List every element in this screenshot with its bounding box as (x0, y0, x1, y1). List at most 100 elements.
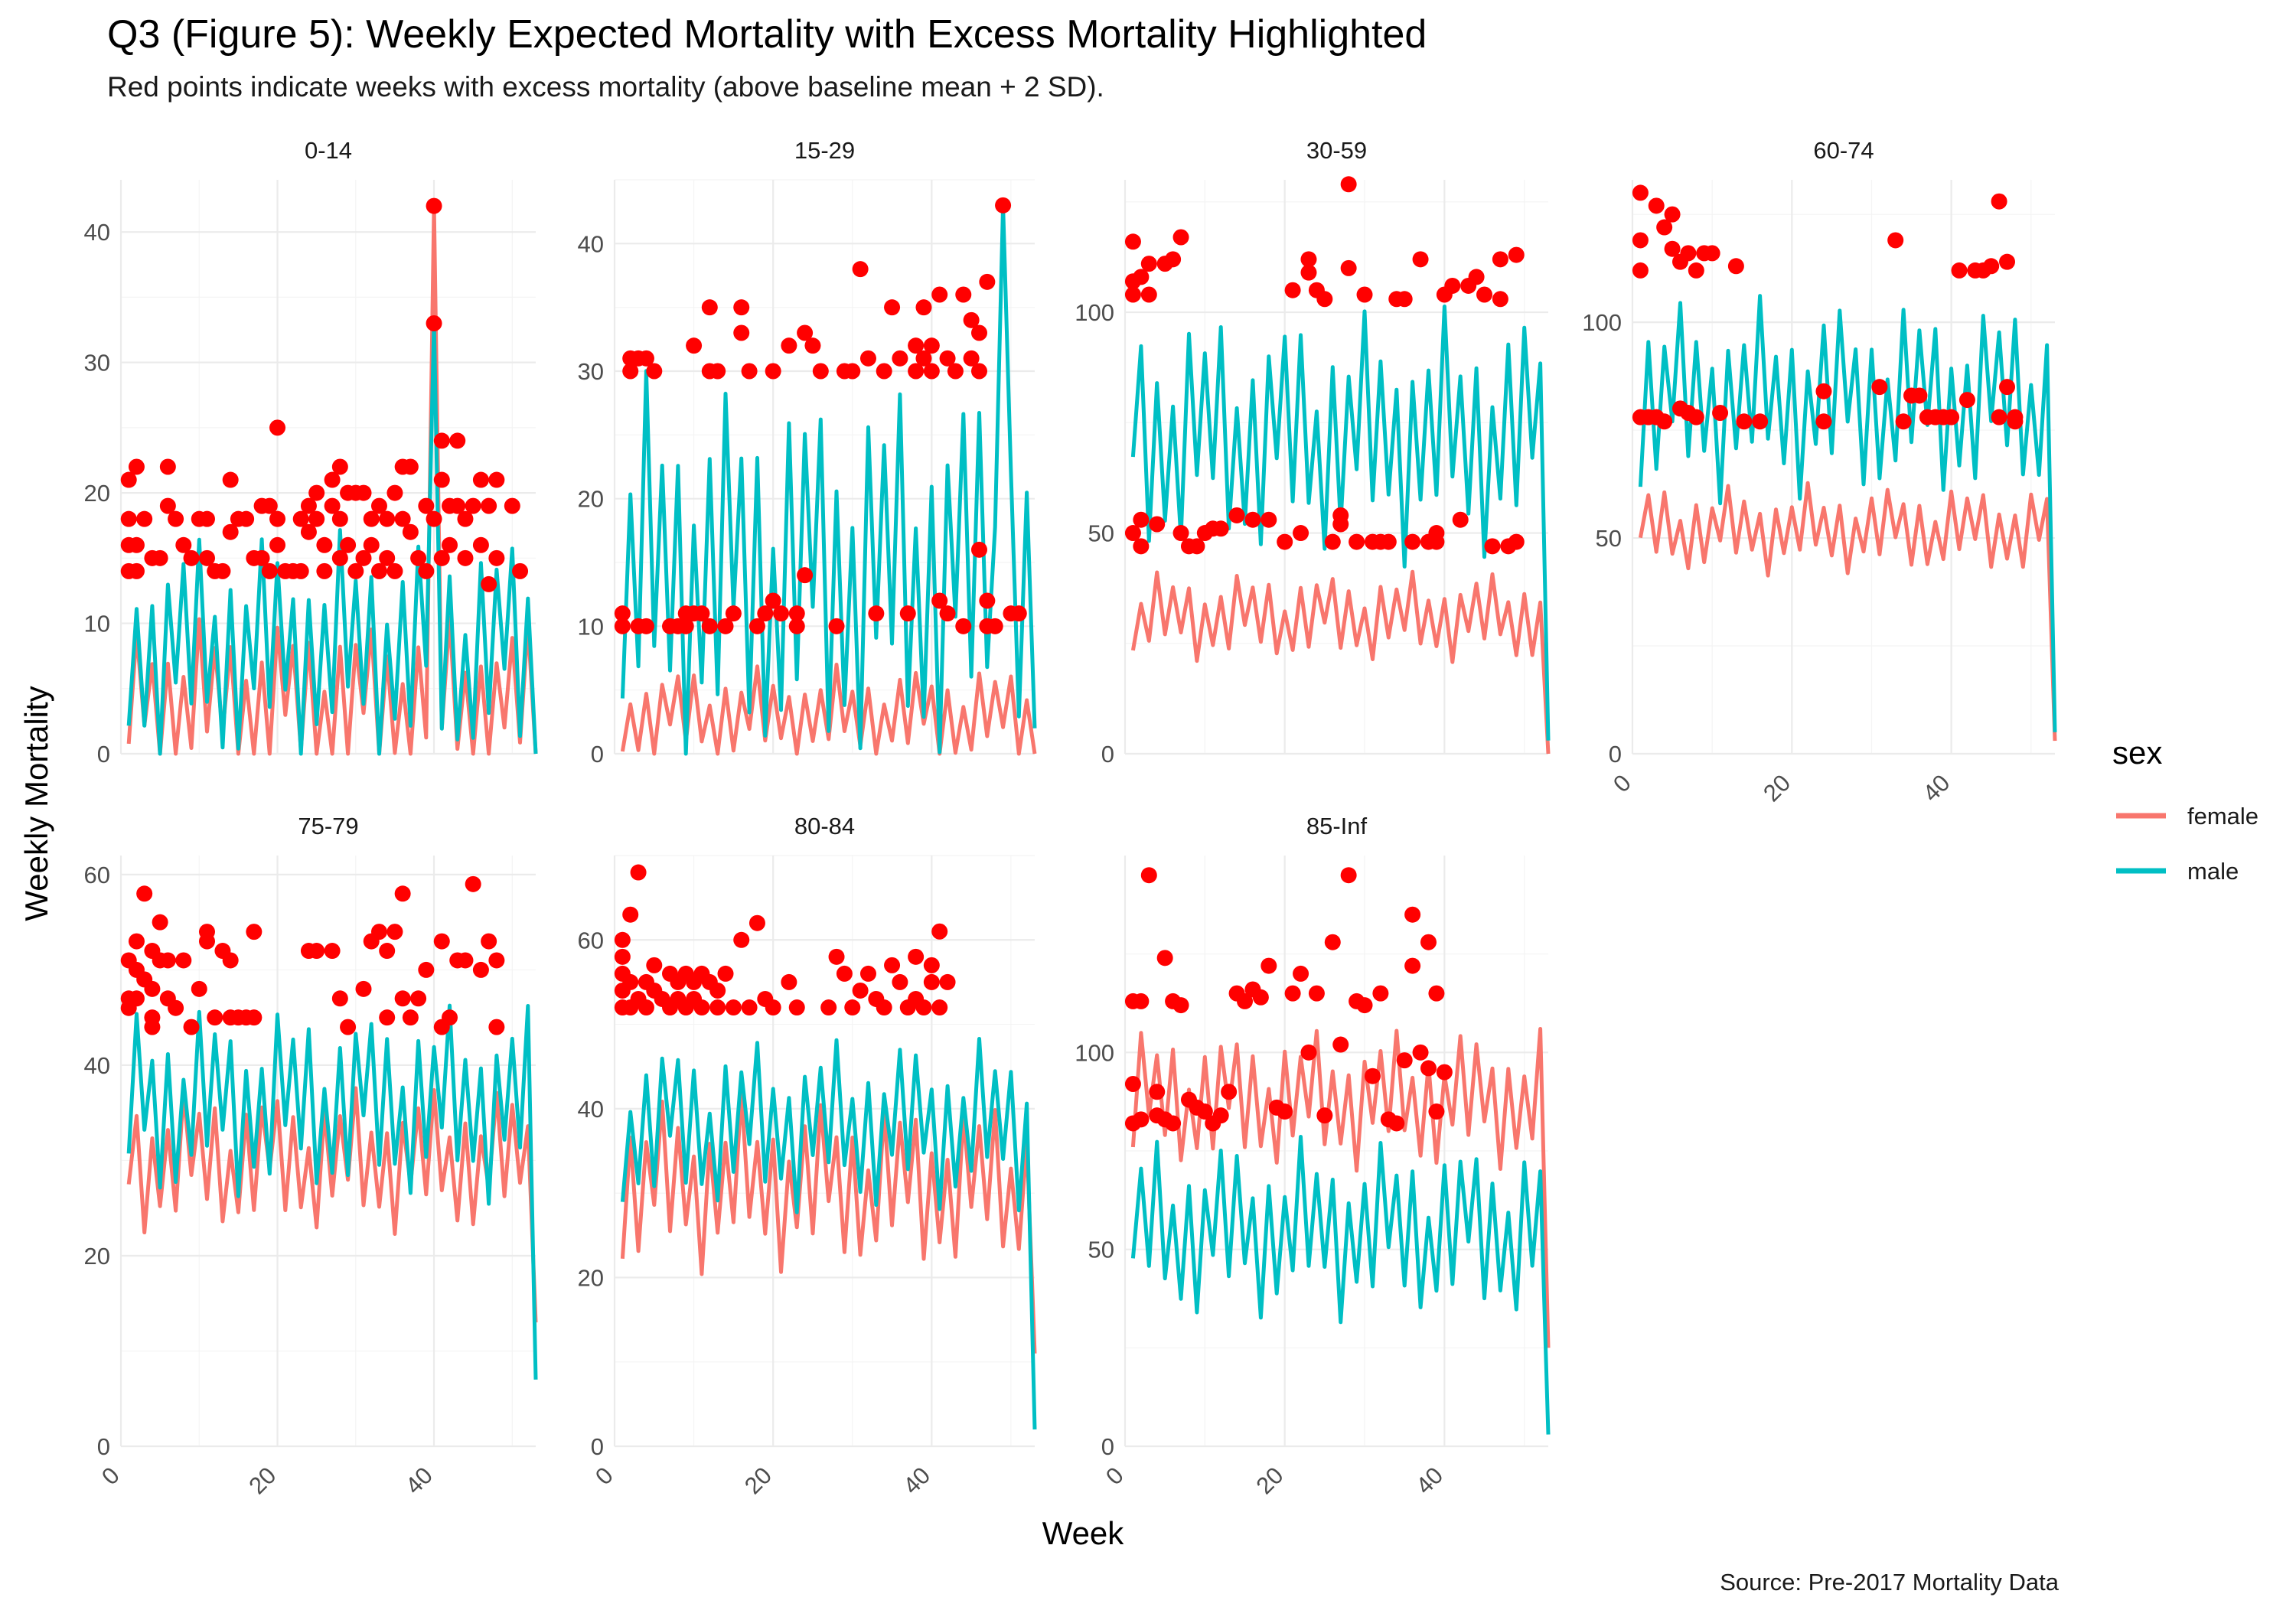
excess-point (1300, 1044, 1317, 1061)
excess-point (1252, 989, 1269, 1006)
excess-point (472, 471, 489, 488)
excess-point (1332, 516, 1349, 533)
series-line-female (620, 663, 1037, 756)
excess-point (1492, 251, 1508, 268)
excess-point (1165, 251, 1182, 268)
excess-point (748, 914, 765, 931)
excess-point (773, 605, 790, 622)
excess-point (1404, 533, 1421, 550)
excess-point (1468, 269, 1485, 285)
excess-point (207, 1009, 223, 1026)
series-line-male (620, 203, 1037, 756)
excess-point (614, 618, 631, 634)
y-tick-label: 0 (1609, 741, 1622, 768)
y-tick-label: 100 (1075, 1039, 1114, 1066)
excess-point (614, 931, 631, 948)
excess-point (622, 363, 639, 380)
excess-point (931, 592, 948, 609)
y-tick-label: 40 (578, 230, 604, 257)
facet-panel-85-Inf: 85-Inf 0 50 100 0 20 40 (1075, 813, 1551, 1499)
excess-point (394, 510, 411, 527)
excess-point (741, 999, 758, 1016)
excess-point (363, 536, 380, 553)
excess-point (844, 363, 861, 380)
y-tick-label: 40 (84, 1052, 110, 1079)
excess-point (1300, 264, 1317, 281)
excess-point (410, 549, 427, 566)
excess-point (1221, 1084, 1238, 1100)
excess-point (923, 363, 940, 380)
excess-point (175, 536, 192, 553)
excess-point (1943, 409, 1960, 425)
y-tick-label: 30 (84, 350, 110, 376)
excess-point (159, 952, 176, 969)
facet-panels: 0-1401020304015-2901020304030-5905010060… (84, 137, 2057, 1499)
excess-point (709, 363, 726, 380)
facet-panel-15-29: 15-29 0 10 20 30 40 (578, 137, 1037, 768)
excess-point (331, 549, 348, 566)
excess-point (1324, 533, 1341, 550)
y-tick-label: 20 (578, 1264, 604, 1291)
excess-point (433, 432, 450, 449)
excess-point (1277, 533, 1293, 550)
excess-point (386, 562, 403, 579)
excess-point (1871, 379, 1888, 396)
excess-point (614, 605, 631, 622)
excess-point (828, 618, 845, 634)
chart-title: Q3 (Figure 5): Weekly Expected Mortality… (107, 12, 1427, 57)
excess-point (844, 999, 861, 1016)
excess-point (915, 999, 932, 1016)
excess-point (677, 618, 694, 634)
excess-point (765, 999, 781, 1016)
excess-point (128, 536, 145, 553)
excess-point (622, 973, 639, 990)
excess-point (947, 363, 964, 380)
excess-point (884, 957, 901, 973)
excess-point (725, 999, 742, 1016)
x-tick-label: 0 (96, 1462, 125, 1490)
excess-point (1293, 965, 1309, 982)
excess-point (394, 990, 411, 1007)
excess-point (1156, 950, 1173, 966)
excess-point (355, 484, 372, 501)
excess-point (693, 605, 710, 622)
excess-point (1815, 383, 1832, 399)
excess-point (733, 931, 750, 948)
excess-point (128, 990, 145, 1007)
excess-point (1420, 934, 1437, 950)
excess-point (836, 965, 853, 982)
y-tick-label: 0 (1101, 1433, 1114, 1460)
legend-label-female: female (2187, 803, 2258, 830)
x-tick-label: 0 (1608, 769, 1636, 797)
excess-point (370, 562, 387, 579)
y-tick-label: 50 (1088, 520, 1114, 547)
excess-point (449, 497, 466, 514)
excess-point (1140, 286, 1157, 303)
excess-point (931, 999, 948, 1016)
excess-point (1911, 387, 1928, 404)
excess-point (757, 605, 774, 622)
y-tick-label: 20 (84, 1243, 110, 1270)
excess-point (709, 999, 726, 1016)
excess-point (1332, 1036, 1349, 1053)
excess-point (198, 549, 215, 566)
excess-point (1999, 253, 2016, 270)
excess-point (1712, 405, 1729, 422)
excess-point (812, 363, 829, 380)
excess-point (1284, 282, 1301, 298)
excess-point (379, 549, 396, 566)
excess-point (1293, 525, 1309, 542)
excess-point (1356, 997, 1373, 1014)
excess-point (308, 943, 325, 960)
excess-point (733, 324, 750, 341)
excess-point (646, 957, 663, 973)
excess-point (979, 273, 996, 290)
y-tick-label: 50 (1596, 525, 1622, 552)
excess-point (908, 363, 925, 380)
excess-point (1124, 286, 1141, 303)
excess-point (693, 999, 710, 1016)
excess-point (222, 952, 239, 969)
excess-point (426, 510, 442, 527)
excess-point (1688, 409, 1704, 425)
